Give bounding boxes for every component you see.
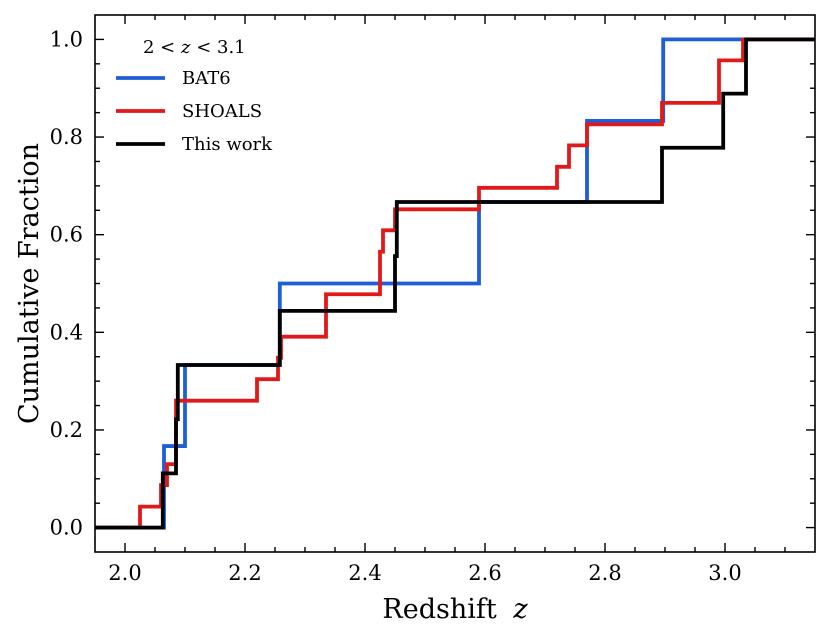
ticks-layer xyxy=(95,15,815,552)
x-axis-title-var: z xyxy=(512,594,528,625)
y-tick-label: 0.8 xyxy=(50,125,83,149)
series-line-this-work xyxy=(95,37,815,530)
y-tick-label: 0.4 xyxy=(50,320,83,344)
y-tick-label: 0.0 xyxy=(50,516,83,540)
y-axis-title: Cumulative Fraction xyxy=(14,143,45,424)
y-tick-label: 0.2 xyxy=(50,418,83,442)
x-tick-label: 2.6 xyxy=(468,561,501,585)
labels-layer: 2.0 2.2 2.4 2.6 2.8 3.0 0.0 0.2 0.4 0.6 0.8 1.0 xyxy=(50,27,742,585)
x-tick-label: 3.0 xyxy=(708,561,741,585)
x-axis-title: Redshift z xyxy=(382,594,528,625)
series-layer xyxy=(95,37,815,530)
x-axis-title-text: Redshift xyxy=(382,594,496,625)
legend-title-part: < 3.1 xyxy=(190,37,245,58)
y-tick-label: 1.0 xyxy=(50,27,83,51)
x-tick-label: 2.8 xyxy=(588,561,621,585)
legend-label: BAT6 xyxy=(182,68,231,89)
x-tick-label: 2.2 xyxy=(228,561,261,585)
x-tick-label: 2.4 xyxy=(348,561,381,585)
legend-title: 2 < z < 3.1 xyxy=(143,37,246,58)
legend-title-part: 2 < xyxy=(143,37,181,58)
legend: 2 < z < 3.1 BAT6 SHOALS This work xyxy=(116,37,273,155)
y-tick-label: 0.6 xyxy=(50,223,83,247)
series-line-shoals xyxy=(95,37,815,530)
legend-label: This work xyxy=(182,134,273,155)
legend-title-part: z xyxy=(180,37,191,58)
x-tick-label: 2.0 xyxy=(108,561,141,585)
legend-label: SHOALS xyxy=(182,101,262,122)
